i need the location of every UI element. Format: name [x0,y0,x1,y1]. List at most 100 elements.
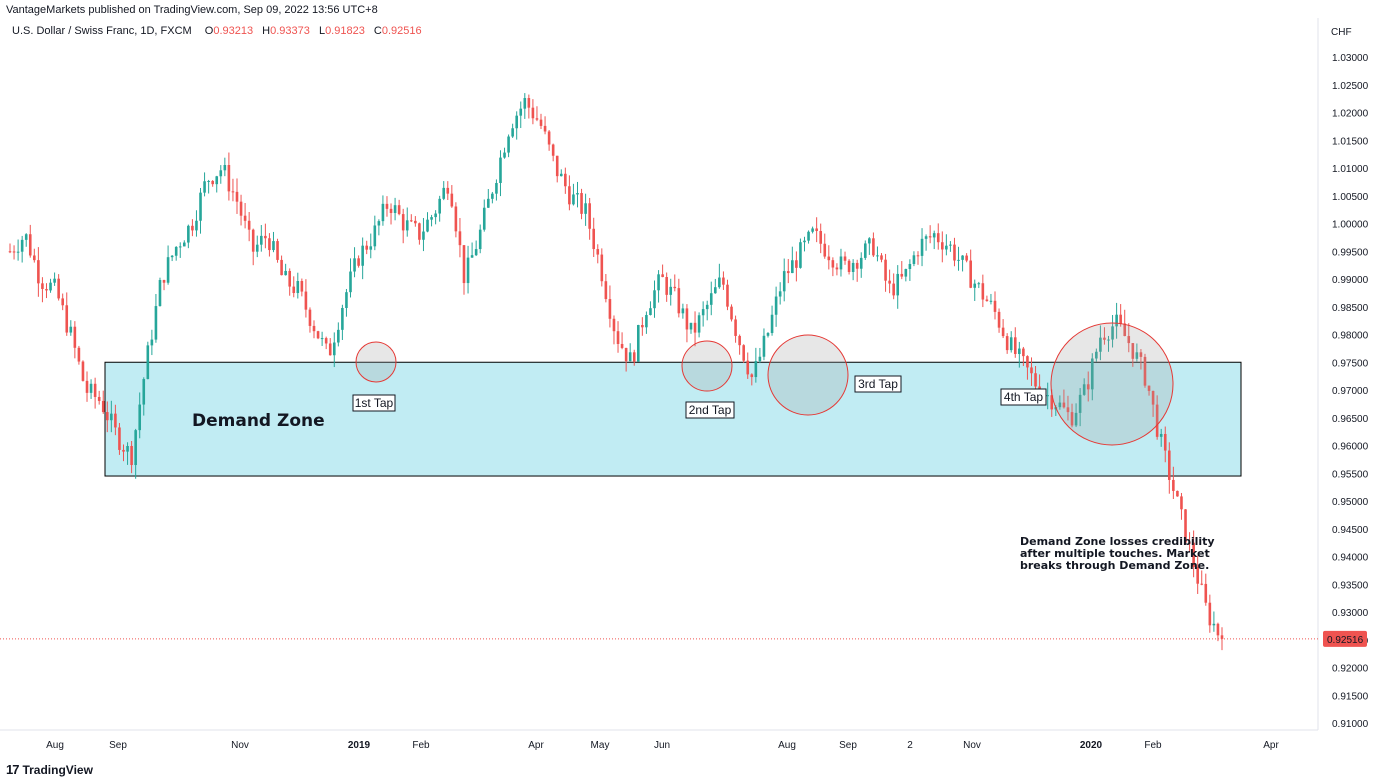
candle-body [555,155,559,177]
candle-body [791,260,794,274]
candle-body [430,217,433,220]
candle-body [405,220,409,231]
candle-body [1155,404,1159,437]
candle-body [369,246,373,250]
chart-area [0,18,1319,731]
candle-body [1163,433,1167,451]
candle-body [89,383,93,393]
candle-body [669,286,673,295]
candle-body [57,278,60,299]
tap-circle [355,341,397,383]
time-tick-label: Sep [839,740,857,751]
candle-body [110,413,113,421]
candle-body [701,309,705,316]
time-tick-label: 2020 [1080,740,1103,751]
candle-body [122,449,125,452]
candle-body [1123,323,1127,337]
candle-body [827,256,831,261]
candle-body [247,220,251,230]
candle-body [576,193,579,195]
price-tick-label: 0.97000 [1332,386,1369,397]
price-tick-label: 0.99500 [1332,247,1369,258]
candle-body [568,186,571,205]
candle-body [454,206,458,232]
candle-body [1107,339,1110,341]
candle-body [1066,407,1070,413]
candle-body [49,282,52,291]
candle-body [61,298,64,306]
candle-body [559,173,563,177]
candle-body [118,427,121,450]
candle-body [1127,336,1131,344]
time-axis[interactable]: Aug Sep Nov 2019 Feb Apr May Jun Aug Sep 2 Nov 2020 F… [46,740,1279,751]
candle-body [16,251,20,253]
candle-body [928,236,932,238]
candle-body [665,277,668,295]
price-tick-label: 0.94500 [1332,525,1369,536]
candle-body [799,242,802,268]
candle-body [296,281,300,294]
candle-body [491,193,494,199]
candle-body [187,225,190,243]
candle-body [859,257,863,269]
candle-body [628,352,632,362]
candle-body [608,299,612,319]
candle-body [174,246,178,256]
candle-body [807,231,810,241]
price-axis[interactable]: 1.03000 1.02500 1.02000 1.01500 1.01000 1.005… [1332,53,1369,730]
candle-body [65,305,69,333]
candle-body [1196,566,1199,584]
candle-body [580,193,583,214]
candle-body [183,242,186,247]
tradingview-branding[interactable]: 17 TradingView [6,762,93,777]
tap-label-box [685,401,735,419]
price-tick-label: 0.93500 [1332,580,1369,591]
publisher-line: VantageMarkets published on TradingView.… [6,4,378,16]
tap-label: 2nd Tap [689,403,732,417]
candle-body [973,283,977,288]
candle-body [515,115,518,129]
candle-body [341,307,344,330]
candle-body [126,445,129,452]
candle-body [896,273,900,296]
candle-body [876,255,879,257]
candle-body [37,260,40,284]
price-tick-label: 0.96000 [1332,442,1369,453]
candle-body [1030,367,1033,374]
candle-body [880,255,883,260]
candle-body [997,311,1001,328]
candle-body [1168,450,1171,480]
candle-body [734,319,737,336]
time-tick-label: Sep [109,740,127,751]
candle-body [12,251,16,253]
candle-body [219,170,223,177]
candle-body [1139,352,1143,357]
candle-body [292,286,296,294]
tap-label-box [352,394,396,412]
candle-body [409,220,413,222]
candle-body [726,284,729,307]
time-tick-label: Feb [1144,740,1162,751]
candle-body [77,347,81,362]
candle-body [681,308,685,314]
candle-body [1212,623,1216,626]
price-tick-label: 0.94000 [1332,553,1369,564]
candle-body [746,360,750,375]
candle-body [324,338,328,344]
currency-label: CHF [1331,27,1352,38]
candle-body [1184,509,1187,543]
ohlc-low: L0.91823 [318,25,365,37]
candle-body [888,280,891,284]
tap-label-box [854,375,902,393]
candle-body [1208,602,1212,626]
candle-body [373,225,377,247]
candle-body [709,293,713,305]
price-tick-label: 0.92000 [1332,664,1369,675]
candle-body [320,338,324,340]
candle-body [551,144,555,156]
candle-body [24,234,28,240]
price-tick-label: 0.91500 [1332,691,1369,702]
candle-body [770,314,774,334]
candle-body [389,208,393,213]
